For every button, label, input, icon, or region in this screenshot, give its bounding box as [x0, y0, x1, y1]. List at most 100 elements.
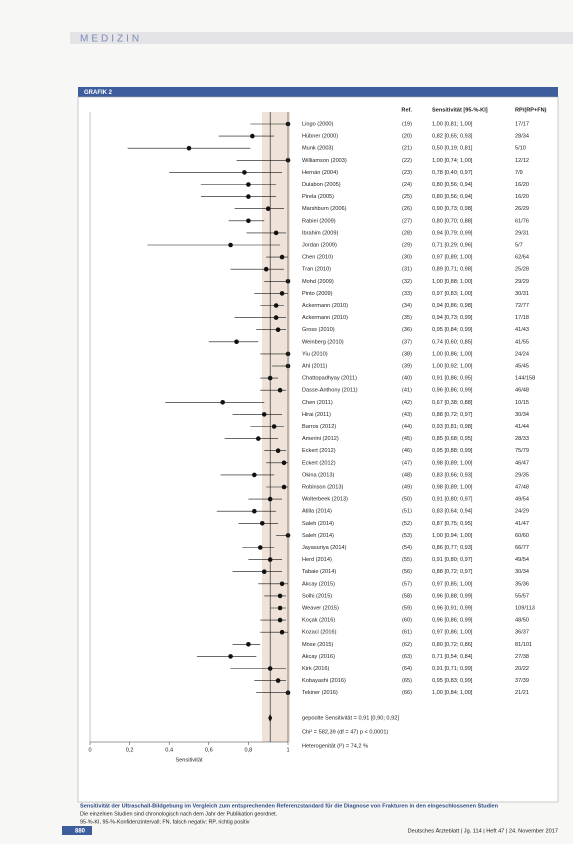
study-name: Hirai (2011) [302, 412, 331, 418]
value-label: 0,90 [0,73; 0,98] [432, 206, 473, 212]
study-ref: (19) [402, 121, 412, 127]
count-label: 35/36 [515, 581, 529, 587]
count-label: 41/55 [515, 339, 529, 345]
journal: Deutsches Ärzteblatt | Jg. 114 | Heft 47… [408, 827, 558, 834]
value-label: 0,98 [0,89; 1,00] [432, 460, 473, 466]
column-header: Sensitivität [95-%-KI] [432, 107, 488, 113]
study-ref: (62) [402, 642, 412, 648]
study-name: Saleh (2014) [302, 533, 334, 539]
study-name: Pinto (2009) [302, 291, 333, 297]
page-number-box [62, 826, 92, 835]
count-label: 26/29 [515, 206, 529, 212]
study-ref: (63) [402, 654, 412, 660]
value-label: 1,00 [0,74; 1,00] [432, 158, 473, 164]
value-label: 0,87 [0,75; 0,95] [432, 521, 473, 527]
count-label: 17/18 [515, 315, 529, 321]
value-label: 0,96 [0,86; 0,99] [432, 388, 473, 394]
point-estimate [246, 194, 251, 199]
point-estimate [271, 424, 277, 429]
point-estimate [275, 327, 281, 333]
study-name: Hernán (2004) [302, 170, 338, 176]
count-label: 61/76 [515, 218, 529, 224]
study-ref: (23) [402, 170, 412, 176]
heterogeneity-label: Heterogenität (I²) = 74,2 % [302, 743, 368, 749]
study-name: Mohd (2009) [302, 279, 334, 285]
point-estimate [259, 521, 265, 526]
study-name: Kirk (2016) [302, 666, 329, 672]
point-estimate [186, 145, 192, 151]
study-ref: (26) [402, 206, 412, 212]
count-label: 28/33 [515, 436, 529, 442]
point-estimate [252, 472, 257, 478]
value-label: 1,00 [0,88; 1,00] [432, 279, 473, 285]
study-name: Solhi (2015) [302, 593, 332, 599]
study-ref: (66) [402, 690, 412, 696]
value-label: 0,50 [0,19; 0,81] [432, 146, 473, 152]
study-ref: (40) [402, 376, 412, 382]
point-estimate [281, 460, 287, 466]
point-estimate [250, 133, 255, 139]
study-name: Ackermann (2010) [302, 303, 348, 309]
value-label: 0,83 [0,66; 0,93] [432, 472, 473, 478]
count-label: 144/158 [515, 376, 535, 382]
count-label: 49/54 [515, 497, 529, 503]
value-label: 0,80 [0,72; 0,86] [432, 642, 473, 648]
value-label: 0,83 [0,64; 0,94] [432, 509, 473, 515]
count-label: 37/39 [515, 678, 529, 684]
point-estimate [273, 303, 279, 308]
study-name: Lingo (2000) [302, 121, 334, 127]
value-label: 1,00 [0,94; 1,00] [432, 533, 473, 539]
point-estimate [252, 508, 257, 514]
column-header: RP/(RP+FN) [515, 107, 547, 113]
figure-title: GRAFIK 2 [84, 90, 113, 96]
study-ref: (41) [402, 388, 412, 394]
figure-frame [77, 96, 559, 803]
count-label: 25/28 [515, 267, 529, 273]
study-name: Dulabon (2005) [302, 182, 341, 188]
study-name: Jordan (2009) [302, 242, 337, 248]
point-estimate [228, 654, 233, 659]
heterogeneity-label: Chi² = 582,39 (df = 47) p < 0,0001) [302, 729, 388, 735]
value-label: 1,00 [0,86; 1,00] [432, 351, 473, 357]
caption-title: Sensitivität der Ultraschall-Bildgebung … [80, 803, 499, 809]
study-name: Eckert (2012) [302, 460, 336, 466]
study-name: Chen (2011) [302, 400, 333, 406]
study-name: Akcay (2015) [302, 581, 335, 587]
point-estimate [279, 581, 285, 587]
value-label: 0,95 [0,88; 0,99] [432, 448, 473, 454]
value-label: 0,94 [0,73; 0,99] [432, 315, 473, 321]
study-ref: (28) [402, 230, 412, 236]
study-ref: (29) [402, 242, 412, 248]
x-axis-title: Sensitivität [175, 757, 202, 763]
study-name: Tran (2010) [302, 267, 331, 273]
study-name: Herd (2014) [302, 557, 332, 563]
header-band [70, 32, 573, 44]
point-estimate [261, 412, 267, 417]
count-label: 30/34 [515, 412, 529, 418]
value-label: 1,00 [0,92; 1,00] [432, 363, 473, 369]
study-ref: (53) [402, 533, 412, 539]
value-label: 0,95 [0,83; 0,99] [432, 678, 473, 684]
pooled-label: gepoolte Sensitivität = 0,91 [0,90; 0,92… [302, 715, 399, 721]
study-ref: (33) [402, 291, 412, 297]
study-ref: (45) [402, 436, 412, 442]
study-name: Okina (2013) [302, 472, 334, 478]
point-estimate [281, 484, 287, 490]
study-name: Eckert (2012) [302, 448, 336, 454]
count-label: 28/34 [515, 134, 529, 140]
study-ref: (56) [402, 569, 412, 575]
count-label: 36/37 [515, 630, 529, 636]
study-ref: (57) [402, 581, 412, 587]
x-tick-label: 0,6 [205, 747, 213, 753]
value-label: 1,00 [0,81; 1,00] [432, 121, 473, 127]
value-label: 0,71 [0,54; 0,84] [432, 654, 473, 660]
count-label: 10/15 [515, 400, 529, 406]
study-name: Wolterbeek (2013) [302, 497, 348, 503]
section-title: MEDIZIN [80, 34, 142, 45]
study-ref: (64) [402, 666, 412, 672]
point-estimate [246, 642, 251, 647]
count-label: 72/77 [515, 303, 529, 309]
point-estimate [246, 218, 251, 224]
